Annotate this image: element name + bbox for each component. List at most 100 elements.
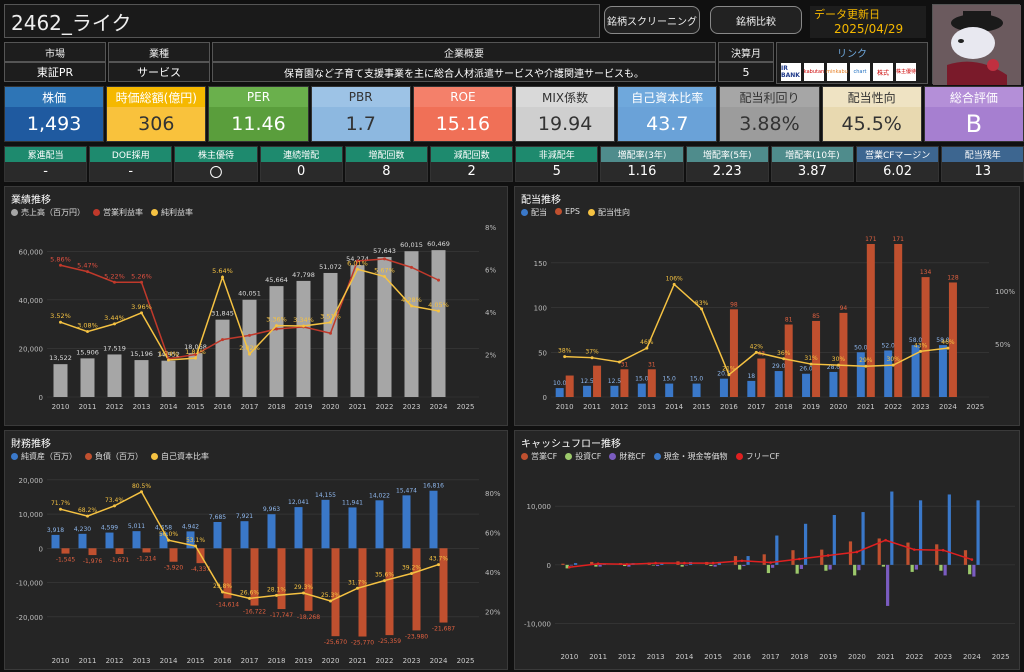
kpi-label: PBR [311,87,410,107]
equity-label: 14,022 [369,492,390,499]
equity-ratio-label: 71.7% [51,500,70,507]
fin-cf-bar [569,564,573,566]
x-tick-label: 2021 [349,403,367,411]
eps-bar [866,244,875,397]
debt-label: -4,337 [191,566,211,573]
stock-compare-button[interactable]: 銘柄比較 [710,6,802,34]
dividend-label: 12.5 [608,378,622,385]
kpi-value: 1,493 [5,107,104,141]
dividend-bar [637,383,646,397]
payout-label: 46% [941,339,955,346]
y2-tick-label: 50% [995,341,1011,349]
stock-info-link[interactable]: 株式 [873,63,893,81]
eps-bar [593,365,602,397]
stat-label: 増配率(10年) [771,147,853,162]
x-tick-label: 2023 [912,403,930,411]
y-tick-label: 50 [538,349,547,357]
eps-bar [647,369,656,397]
x-tick-label: 2021 [857,403,875,411]
dividend-bar [938,345,947,397]
equity-ratio-point [59,507,62,511]
page-title: 2462_ライク [4,4,600,38]
cash-bar [976,500,980,565]
cash-bar [890,491,894,565]
equity-label: 5,011 [128,523,145,530]
payout-point [782,357,786,361]
stock-screening-button[interactable]: 銘柄スクリーニング [604,6,700,34]
fin-cf-bar [886,564,890,606]
op-cf-bar [762,554,766,565]
x-tick-label: 2013 [647,653,665,661]
x-tick-label: 2020 [848,653,866,661]
inv-cf-bar [881,564,886,567]
fin-cf-bar [656,564,660,567]
debt-bar [61,548,70,554]
stat-cell-7: 増配率(3年) 1.16 [600,146,684,182]
minkabu-link[interactable]: minkabu [826,63,848,81]
y2-tick-label: 4% [485,309,496,317]
net-margin-point [167,358,170,362]
net-margin-point [275,324,278,328]
stat-value: 2.23 [686,162,768,181]
eps-label: 31 [648,361,656,368]
sales-bar [107,354,122,397]
equity-label: 9,963 [263,506,280,513]
yutai-link[interactable]: 株主優待 [896,63,916,81]
x-tick-label: 2015 [693,403,711,411]
y-tick-label: 0 [543,394,547,402]
equity-bar [78,533,87,549]
inv-cf-bar [853,564,857,576]
stat-label: 減配回数 [431,147,513,162]
kpi-label: 配当利回り [720,87,819,107]
payout-label: 30% [887,356,901,363]
op-margin-point [86,270,89,274]
equity-bar [240,521,249,549]
x-tick-label: 2024 [963,653,981,661]
links-header: リンク [837,49,867,60]
payout-label: 21% [722,366,736,373]
dividend-bar [856,352,865,397]
x-tick-label: 2021 [877,653,895,661]
sales-label: 45,664 [265,276,288,284]
chart-link[interactable]: chart [850,63,870,81]
net-margin-point [329,320,332,324]
x-tick-label: 2017 [747,403,765,411]
equity-ratio-label: 56.0% [159,531,178,538]
net-margin-point [356,267,359,271]
free-cf-point [568,565,571,569]
op-margin-point [248,333,251,337]
net-margin-label: 3.96% [131,303,152,311]
market-value: 東証PR [4,62,106,82]
net-margin-point [140,311,143,315]
kpi-label: 自己資本比率 [618,87,717,107]
dividend-bar [555,388,564,397]
dividend-chart: 0 50 100 150 50% 100% 2010 2011 2012 2013 2014 2015… [534,236,1016,411]
equity-label: 12,041 [288,499,309,506]
y-tick-label: 0 [547,562,551,570]
irbank-link[interactable]: IR BANK [781,63,801,81]
fin-cf-bar [828,564,832,570]
equity-ratio-label: 35.6% [375,572,394,579]
debt-label: -17,747 [270,612,293,619]
x-tick-label: 2017 [762,653,780,661]
net-margin-label: 3.52% [50,312,71,320]
debt-bar [412,548,421,631]
equity-ratio-point [275,593,278,597]
y2-tick-label: 80% [485,490,501,498]
op-cf-bar [820,549,824,565]
sales-bar [323,272,338,397]
net-margin-label: 6.01% [347,259,368,267]
kpi-card-9: 総合評価 B [923,86,1024,142]
equity-ratio-point [329,599,332,603]
kabutan-link[interactable]: kabutan [804,63,824,81]
stat-cell-3: 連続増配 0 [259,146,343,182]
net-margin-label: 3.36% [266,316,287,324]
op-margin-point [59,263,62,267]
x-tick-label: 2025 [457,657,475,665]
x-tick-label: 2019 [295,403,313,411]
stat-cell-4: 増配回数 8 [344,146,428,182]
op-margin-point [410,265,413,269]
sales-label: 51,072 [319,263,342,271]
fin-cf-bar [857,564,861,571]
free-cf-point [740,559,744,563]
